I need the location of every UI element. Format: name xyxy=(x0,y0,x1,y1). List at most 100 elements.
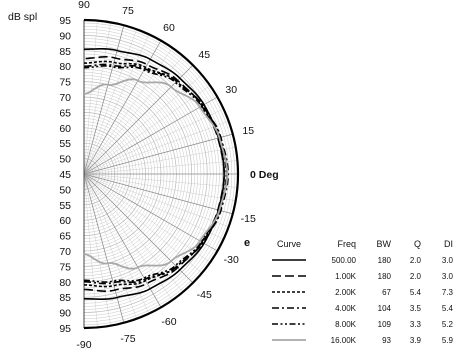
legend-cell: 2.0 xyxy=(410,272,422,281)
grid-spoke xyxy=(83,108,224,175)
radial-tick-label: 80 xyxy=(59,277,71,289)
grid-spoke xyxy=(83,173,194,284)
legend-cell: 5.4 xyxy=(410,288,422,297)
radial-tick-label: 75 xyxy=(59,261,71,273)
radial-tick-label: 50 xyxy=(59,154,71,166)
grid-spoke xyxy=(83,173,98,328)
grid-spoke xyxy=(83,173,233,215)
grid-spoke xyxy=(83,34,150,175)
grid-spoke xyxy=(83,20,98,175)
legend-header: Curve xyxy=(277,239,301,249)
grid-spoke xyxy=(83,64,194,175)
legend-cell: 5.2 xyxy=(442,320,454,329)
grid-spoke xyxy=(83,173,229,227)
series-line-4 xyxy=(84,65,228,283)
radial-tick-label: 70 xyxy=(59,246,71,258)
angle-tick-label: 45 xyxy=(198,49,210,61)
legend-cell: 2.00K xyxy=(335,288,357,297)
legend-cell: 2.0 xyxy=(410,256,422,265)
grid-spoke xyxy=(83,85,211,175)
angle-tick-label: 0 Deg xyxy=(250,169,279,181)
legend-cell: 104 xyxy=(378,304,392,313)
angle-tick-label: 60 xyxy=(163,22,175,34)
edge-glyph: e xyxy=(244,237,250,249)
radial-tick-label: 55 xyxy=(59,200,71,212)
legend-cell: 500.00 xyxy=(332,256,357,265)
angle-tick-label: 90 xyxy=(78,0,90,11)
radial-tick-label: 65 xyxy=(59,107,71,119)
grid-spoke xyxy=(83,173,224,240)
legend-cell: 5.4 xyxy=(442,304,454,313)
angle-tick-label: -30 xyxy=(224,254,239,266)
grid-spoke xyxy=(83,25,125,175)
angle-tick-label: -90 xyxy=(76,339,91,351)
angle-tick-label: 15 xyxy=(242,125,254,137)
radial-tick-label: 50 xyxy=(59,184,71,196)
radial-tick-label: 60 xyxy=(59,215,71,227)
grid-spoke xyxy=(83,96,218,175)
angle-tick-label: -45 xyxy=(197,289,212,301)
legend-cell: 16.00K xyxy=(331,336,357,345)
legend-cell: 3.0 xyxy=(442,272,454,281)
legend-cell: 7.3 xyxy=(442,288,454,297)
radial-tick-label: 70 xyxy=(59,92,71,104)
radial-tick-label: 85 xyxy=(59,292,71,304)
grid-spoke xyxy=(83,173,236,201)
radial-tick-label: 80 xyxy=(59,61,71,73)
radial-tick-label: 75 xyxy=(59,77,71,89)
grid-spoke xyxy=(83,22,111,175)
angle-tick-label: 30 xyxy=(225,84,237,96)
radial-tick-label: 45 xyxy=(59,169,71,181)
series-line-5 xyxy=(83,78,229,270)
radial-tick-label: 55 xyxy=(59,138,71,150)
legend-cell: 3.9 xyxy=(410,336,422,345)
grid-spoke xyxy=(83,121,229,175)
grid-spoke xyxy=(83,173,111,326)
legend-cell: 1.00K xyxy=(335,272,357,281)
radial-tick-label: 90 xyxy=(59,30,71,42)
grid-spoke xyxy=(83,40,162,175)
grid-spoke xyxy=(83,173,125,323)
legend-cell: 180 xyxy=(378,256,392,265)
radial-tick-label: 85 xyxy=(59,46,71,58)
legend-cell: 67 xyxy=(382,288,391,297)
angle-tick-label: 75 xyxy=(122,5,134,17)
y-axis-label: dB spl xyxy=(8,11,37,23)
grid-spoke xyxy=(83,173,173,301)
angle-tick-label: -60 xyxy=(161,316,176,328)
grid-spoke xyxy=(83,173,150,314)
legend-cell: 8.00K xyxy=(335,320,357,329)
radial-tick-label: 95 xyxy=(59,15,71,27)
grid-spoke xyxy=(83,133,233,175)
grid-spoke xyxy=(83,173,238,188)
radial-tick-label: 65 xyxy=(59,231,71,243)
grid-spoke xyxy=(83,173,211,263)
grid-spoke xyxy=(83,74,203,175)
legend-cell: 3.3 xyxy=(410,320,422,329)
grid-spoke xyxy=(83,173,162,308)
grid-spoke xyxy=(83,147,236,175)
series-line-0 xyxy=(83,48,225,300)
angle-tick-label: -75 xyxy=(120,333,135,345)
radial-tick-label: 95 xyxy=(59,323,71,335)
outer-rim xyxy=(83,18,240,330)
grid-spoke xyxy=(83,173,203,274)
legend-cell: 180 xyxy=(378,272,392,281)
legend-header: Freq xyxy=(337,239,356,249)
grid-spoke xyxy=(83,160,238,175)
legend-header: DI xyxy=(444,239,453,249)
radial-tick-label: 90 xyxy=(59,308,71,320)
angle-tick-label: -15 xyxy=(241,213,256,225)
grid-spoke xyxy=(83,173,218,252)
legend-cell: 3.5 xyxy=(410,304,422,313)
legend-cell: 3.0 xyxy=(442,256,454,265)
legend-cell: 4.00K xyxy=(335,304,357,313)
legend-cell: 5.9 xyxy=(442,336,454,345)
legend-header: BW xyxy=(377,239,392,249)
legend-header: Q xyxy=(414,239,421,249)
legend-cell: 93 xyxy=(382,336,391,345)
legend-cell: 109 xyxy=(378,320,392,329)
series-line-3 xyxy=(84,63,229,285)
radial-tick-label: 60 xyxy=(59,123,71,135)
